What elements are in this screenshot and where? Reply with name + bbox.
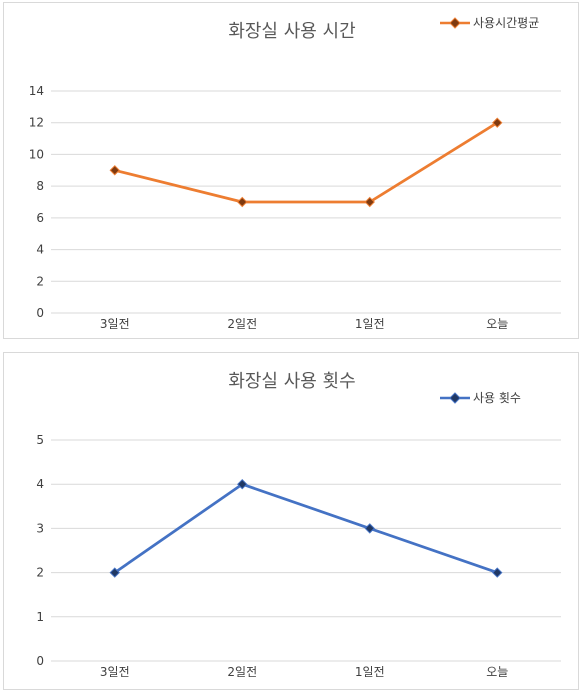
data-point-marker xyxy=(492,117,503,128)
chart-legend: 사용시간평균 xyxy=(440,16,539,30)
data-point-marker xyxy=(492,567,503,578)
data-point-marker xyxy=(237,196,248,208)
y-tick-label: 10 xyxy=(29,147,44,161)
x-tick-label: 1일전 xyxy=(355,317,385,331)
y-tick-label: 6 xyxy=(36,211,44,225)
y-tick-label: 14 xyxy=(29,84,44,98)
legend-series-label: 사용시간평균 xyxy=(473,16,539,30)
y-tick-label: 4 xyxy=(36,477,44,491)
chart-usage-count: 화장실 사용 횟수 사용 횟수 0 1 2 3 4 5 3일전 2일전 1일전 오늘 xyxy=(36,371,561,679)
y-tick-label: 4 xyxy=(36,243,44,257)
y-tick-label: 8 xyxy=(36,179,44,193)
chart-legend: 사용 횟수 xyxy=(440,391,521,405)
chart-usage-time: 화장실 사용 시간 사용시간평균 0 2 4 6 8 10 12 14 3일전 2일전 1일전 오늘 xyxy=(29,16,561,331)
series-line xyxy=(113,482,499,574)
x-tick-label: 2일전 xyxy=(227,317,257,331)
legend-series-label: 사용 횟수 xyxy=(473,391,521,405)
data-point-marker xyxy=(364,196,375,208)
plot-area: 0 1 2 3 4 5 3일전 2일전 1일전 오늘 xyxy=(36,433,561,679)
data-point-marker xyxy=(237,478,248,490)
y-tick-label: 2 xyxy=(36,566,44,580)
y-tick-label: 5 xyxy=(36,433,44,447)
data-point-marker xyxy=(109,567,120,578)
y-tick-label: 2 xyxy=(36,274,44,288)
y-tick-label: 1 xyxy=(36,610,44,624)
chart-panel-usage-count: 화장실 사용 횟수 사용 횟수 0 1 2 3 4 5 3일전 2일전 1일전 오늘 xyxy=(3,352,579,690)
x-tick-label: 3일전 xyxy=(100,665,130,679)
chart-panel-usage-time: 화장실 사용 시간 사용시간평균 0 2 4 6 8 10 12 14 3일전 2일전 1일전 오늘 xyxy=(3,2,579,339)
x-tick-label: 1일전 xyxy=(355,665,385,679)
chart-title: 화장실 사용 횟수 xyxy=(228,371,355,392)
y-tick-label: 0 xyxy=(36,306,44,320)
data-point-marker xyxy=(364,523,375,534)
y-tick-label: 0 xyxy=(36,654,44,668)
chart-title: 화장실 사용 시간 xyxy=(228,21,355,42)
x-tick-label: 오늘 xyxy=(486,317,508,331)
x-tick-label: 3일전 xyxy=(100,317,130,331)
x-tick-label: 2일전 xyxy=(227,665,257,679)
legend-diamond-icon xyxy=(449,392,461,404)
data-point-marker xyxy=(109,165,120,176)
y-tick-label: 12 xyxy=(29,116,44,130)
x-tick-label: 오늘 xyxy=(486,665,508,679)
series-line xyxy=(113,121,499,204)
plot-area: 0 2 4 6 8 10 12 14 3일전 2일전 1일전 오늘 xyxy=(29,84,561,331)
y-tick-label: 3 xyxy=(36,521,44,535)
legend-diamond-icon xyxy=(449,17,461,29)
